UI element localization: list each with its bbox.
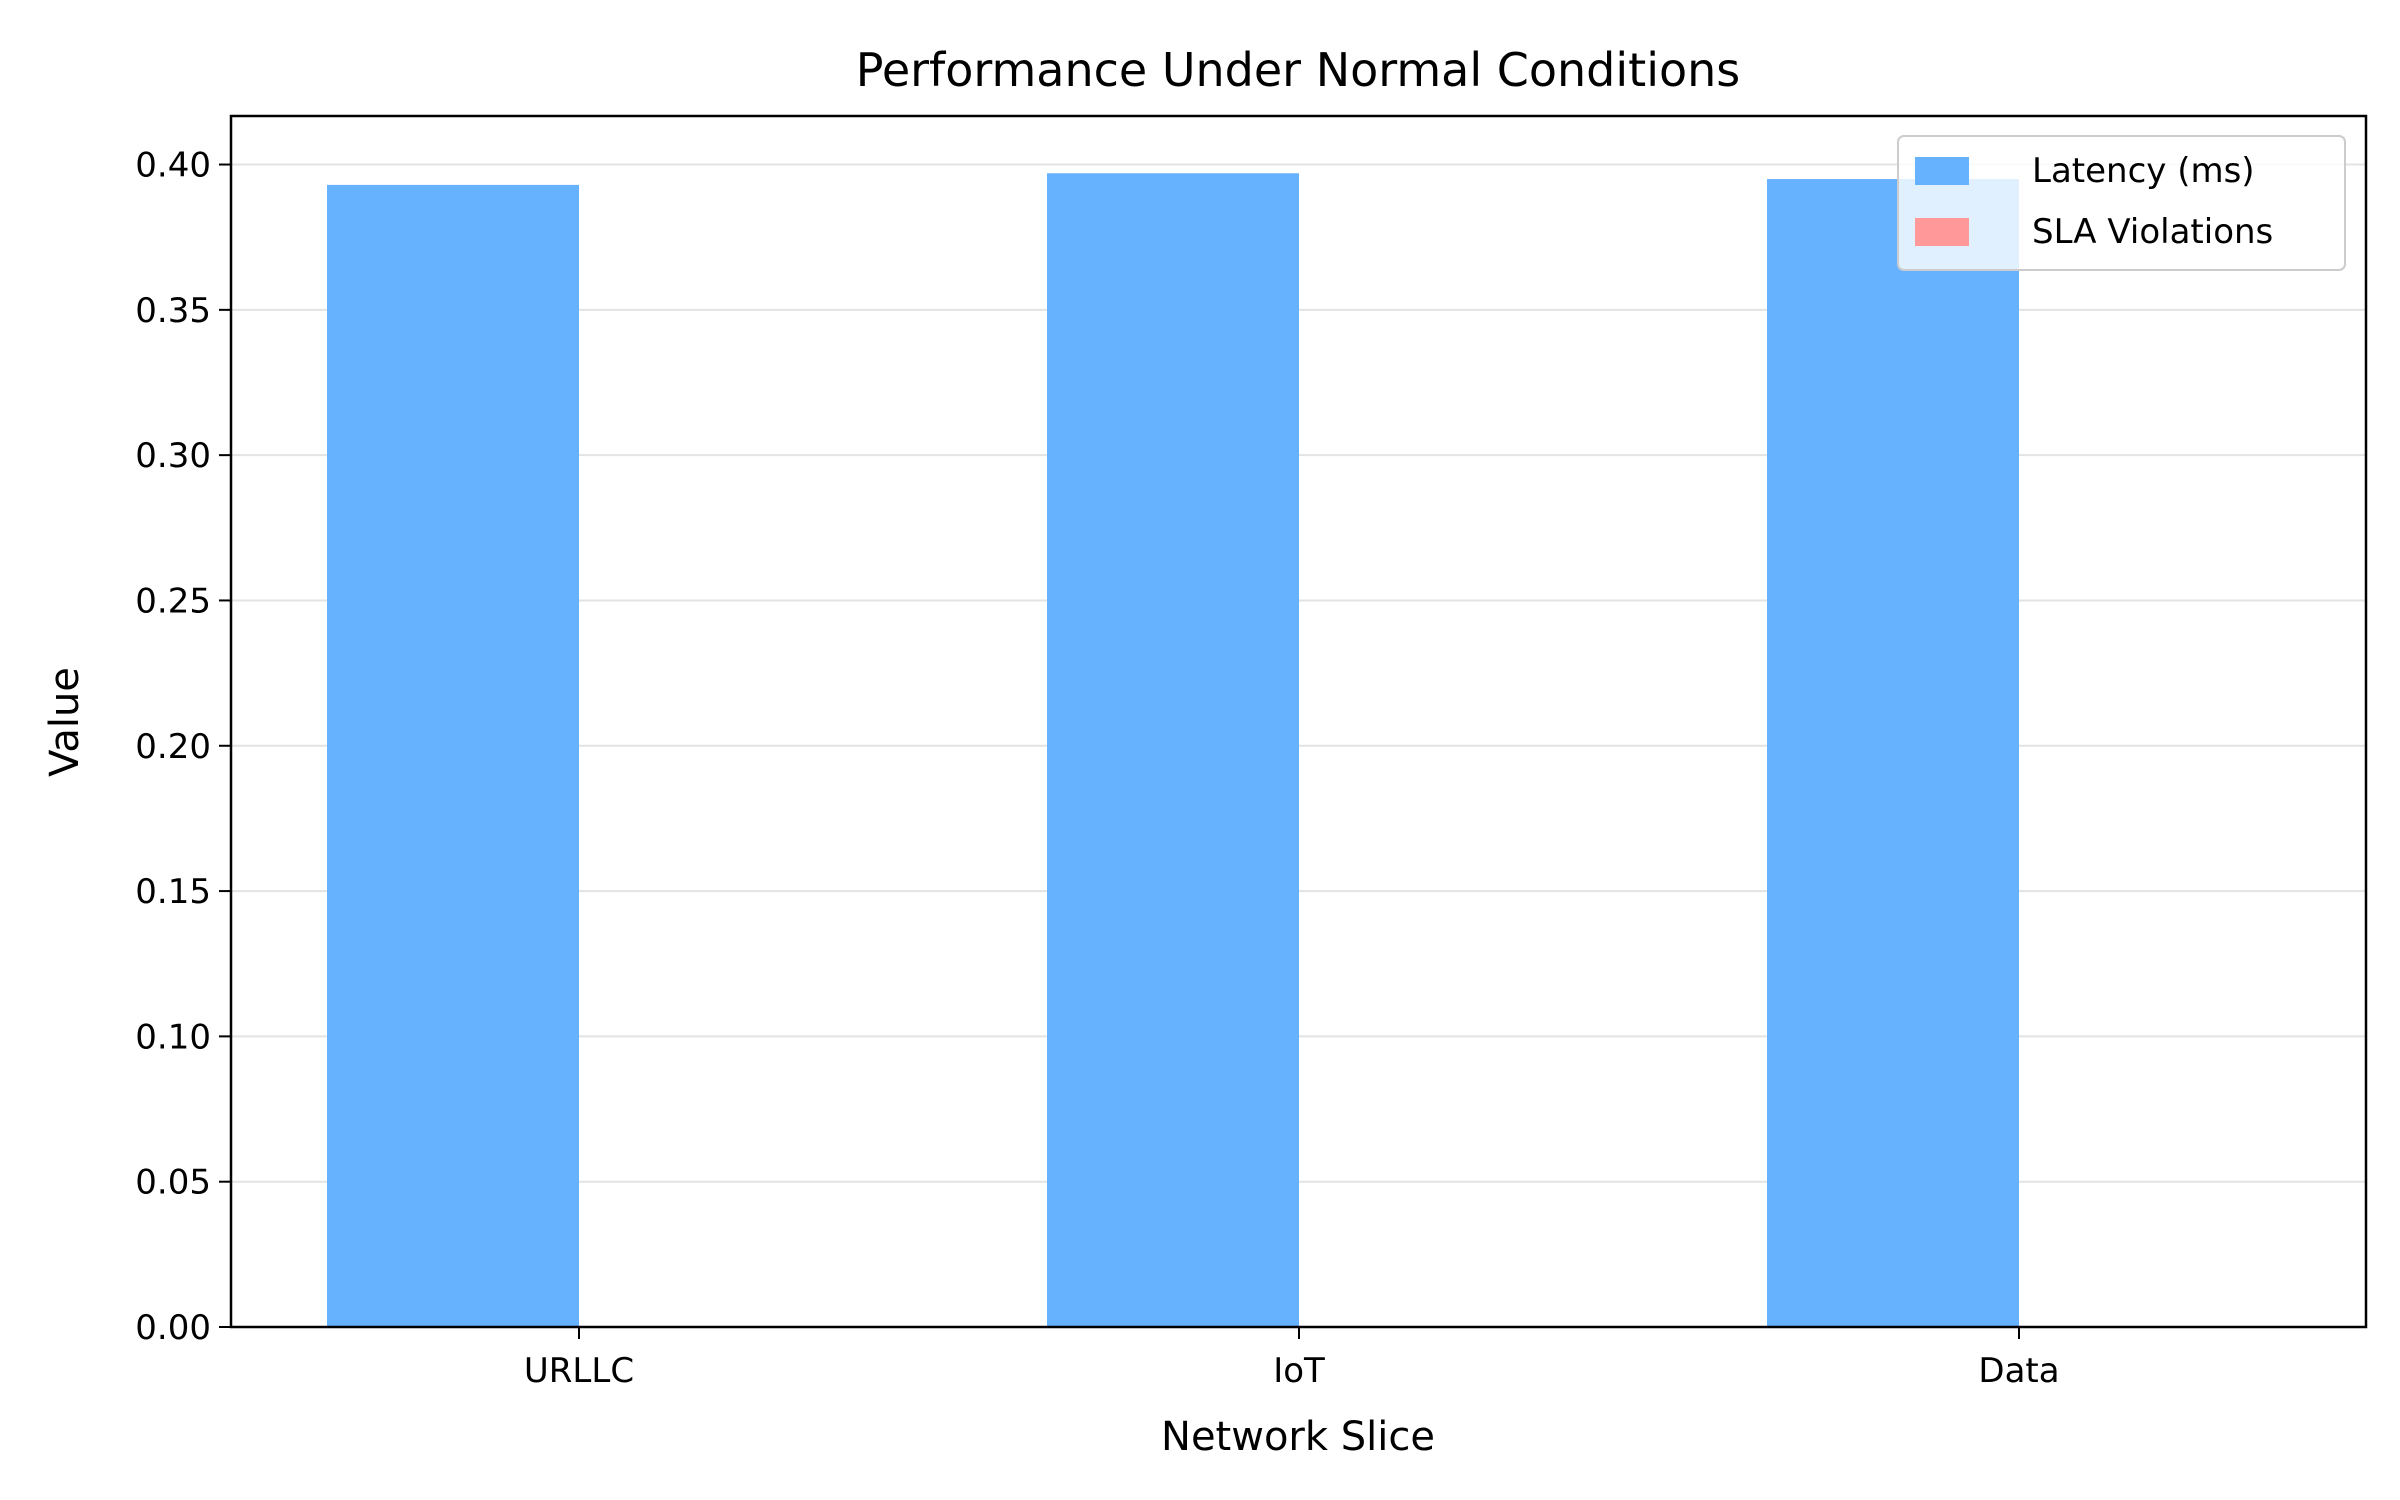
bar-latency-ms--urllc	[327, 184, 579, 1327]
legend-swatch-latency	[1915, 157, 1969, 185]
x-tick-label: Data	[1978, 1351, 2059, 1391]
legend-box	[1897, 135, 2346, 271]
x-tick-label: URLLC	[524, 1351, 634, 1391]
y-tick-label: 0.00	[135, 1308, 211, 1348]
y-tick-label: 0.40	[135, 146, 211, 186]
y-axis-ticks: 0.00 0.05 0.10 0.15 0.20 0.25 0.30 0.35 0.40	[135, 146, 231, 1348]
bars	[327, 173, 2019, 1328]
y-tick-label: 0.20	[135, 727, 211, 767]
x-axis-ticks: URLLC IoT Data	[524, 1327, 2060, 1391]
bar-latency-ms--data	[1767, 179, 2019, 1327]
y-tick-label: 0.30	[135, 436, 211, 476]
legend: Latency (ms) SLA Violations	[1897, 135, 2346, 271]
y-tick-label: 0.35	[135, 291, 211, 331]
legend-label-sla-violations: SLA Violations	[2032, 212, 2273, 252]
y-tick-label: 0.15	[135, 872, 211, 912]
y-tick-label: 0.25	[135, 581, 211, 621]
bar-latency-ms--iot	[1047, 173, 1299, 1328]
y-tick-label: 0.05	[135, 1163, 211, 1203]
x-axis-label: Network Slice	[1161, 1414, 1435, 1460]
legend-swatch-sla-violations	[1915, 218, 1969, 246]
y-axis-label: Value	[42, 667, 88, 777]
y-tick-label: 0.10	[135, 1017, 211, 1057]
x-tick-label: IoT	[1273, 1351, 1325, 1391]
legend-label-latency: Latency (ms)	[2032, 151, 2255, 191]
chart-title: Performance Under Normal Conditions	[856, 43, 1741, 97]
